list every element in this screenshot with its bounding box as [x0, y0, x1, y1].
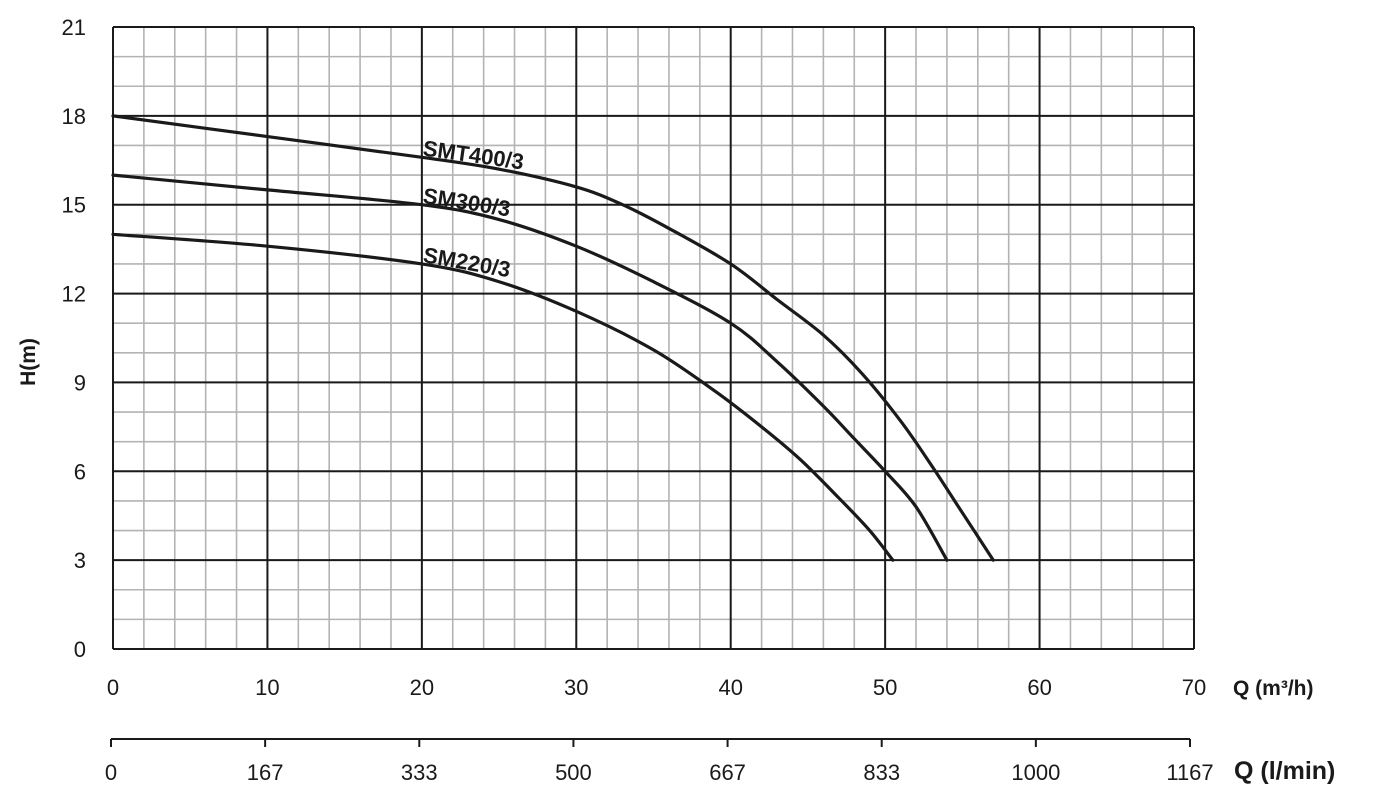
curve-sm300-3	[111, 173, 949, 562]
x2-tick-label: 0	[105, 760, 117, 785]
curve-smt400-3	[111, 114, 995, 562]
x2-tick-label: 167	[247, 760, 284, 785]
x-axis-ticks: 0 10 20 30 40 50 60 70	[107, 675, 1206, 700]
series-label-smt400-3: SMT400/3	[421, 136, 525, 175]
x-tick-label: 70	[1182, 675, 1206, 700]
x-tick-label: 60	[1027, 675, 1051, 700]
y-tick-label: 15	[62, 193, 86, 218]
x2-tick-label: 1167	[1166, 760, 1213, 785]
series-label-sm300-3: SM300/3	[421, 183, 512, 221]
x-tick-label: 0	[107, 675, 119, 700]
pump-curves	[111, 114, 995, 562]
x-tick-label: 10	[255, 675, 279, 700]
x2-tick-label: 667	[709, 760, 746, 785]
x-tick-label: 20	[410, 675, 434, 700]
y-axis-ticks: 0 3 6 9 12 15 18 21	[62, 15, 86, 662]
y-tick-label: 18	[62, 104, 86, 129]
curve-sm220-3	[111, 232, 895, 562]
secondary-x-axis	[110, 738, 1191, 747]
x-tick-label: 30	[564, 675, 588, 700]
x-axis-title: Q (m³/h)	[1233, 677, 1313, 700]
curve-labels: SMT400/3 SM300/3 SM220/3	[421, 136, 525, 283]
x2-tick-label: 833	[863, 760, 900, 785]
x2-tick-label: 500	[555, 760, 592, 785]
minor-grid	[112, 26, 1195, 650]
x2-tick-label: 1000	[1011, 760, 1060, 785]
y-tick-label: 6	[74, 459, 86, 484]
x2-tick-label: 333	[401, 760, 438, 785]
y-tick-label: 0	[74, 637, 86, 662]
series-label-sm220-3: SM220/3	[421, 242, 512, 282]
x-tick-label: 40	[718, 675, 742, 700]
y-tick-label: 21	[62, 15, 86, 40]
x2-axis-title: Q (l/min)	[1234, 757, 1335, 785]
y-tick-label: 9	[74, 370, 86, 395]
y-tick-label: 12	[62, 282, 86, 307]
x-tick-label: 50	[873, 675, 897, 700]
y-tick-label: 3	[74, 548, 86, 573]
y-axis-title: H(m)	[17, 338, 40, 386]
major-grid	[112, 26, 1195, 650]
secondary-x-axis-ticks: 0 167 333 500 667 833 1000 1167	[105, 760, 1214, 785]
